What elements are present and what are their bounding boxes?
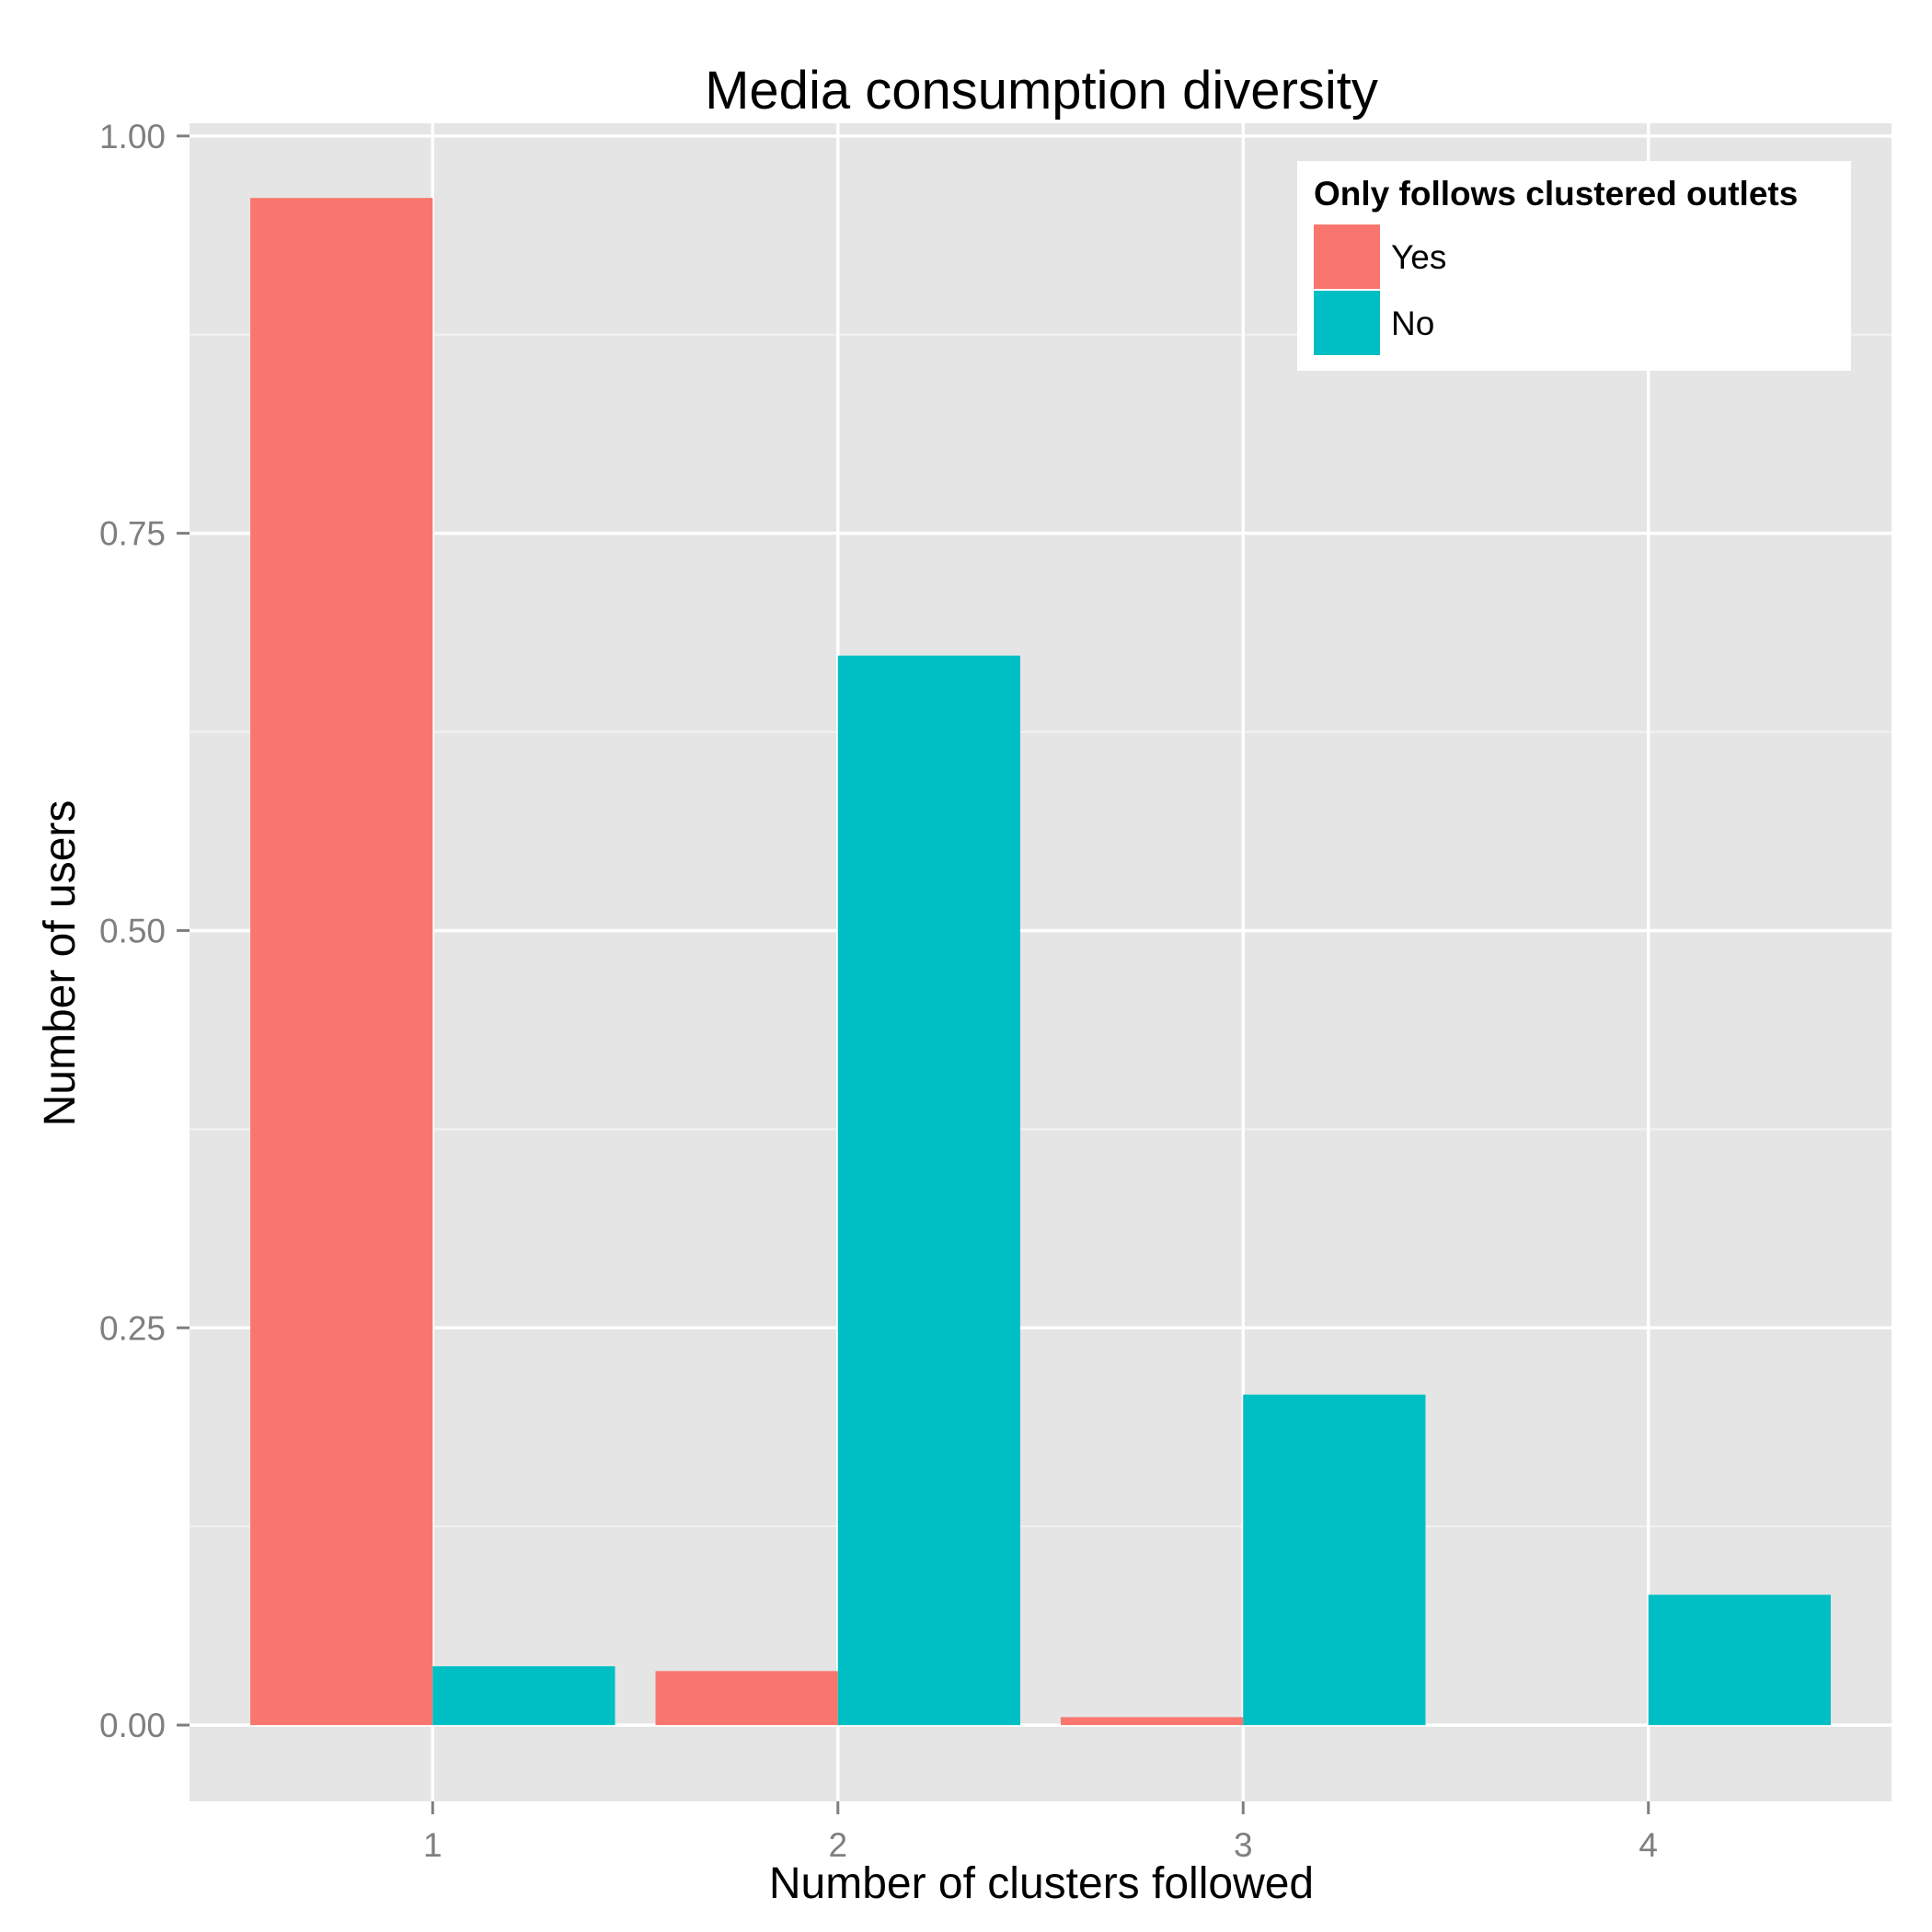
y-axis-title: Number of users [36, 800, 85, 1127]
legend: Only follows clustered outlets Yes No [1297, 161, 1851, 371]
legend-swatch-yes [1314, 224, 1380, 289]
bar-no-4 [1648, 1594, 1831, 1726]
y-tick-label: 0.00 [99, 1707, 166, 1744]
legend-swatch-no [1314, 291, 1380, 355]
legend-title: Only follows clustered outlets [1314, 175, 1798, 213]
y-tick-label: 0.75 [99, 515, 166, 553]
plot-panel [190, 123, 1892, 1801]
y-tick-label: 0.50 [99, 912, 166, 949]
y-axis: 0.00 0.25 0.50 0.75 1.00 [99, 118, 190, 1744]
x-tick-label: 1 [423, 1826, 443, 1864]
chart-title: Media consumption diversity [705, 61, 1378, 121]
bar-yes-2 [655, 1671, 838, 1726]
legend-items: Yes No [1314, 224, 1446, 355]
legend-label-no: No [1391, 305, 1434, 342]
y-tick-label: 0.25 [99, 1309, 166, 1347]
bar-yes-3 [1061, 1717, 1244, 1726]
x-tick-label: 2 [828, 1826, 847, 1864]
bar-no-2 [837, 655, 1020, 1726]
panel-background [190, 123, 1892, 1801]
bar-no-3 [1243, 1394, 1426, 1726]
x-tick-label: 4 [1639, 1826, 1658, 1864]
y-tick-label: 1.00 [99, 118, 166, 155]
legend-label-yes: Yes [1391, 238, 1446, 276]
x-axis-title: Number of clusters followed [769, 1859, 1314, 1908]
bars [250, 198, 1831, 1726]
x-axis: 1 2 3 4 [423, 1801, 1658, 1864]
bar-yes-1 [250, 198, 433, 1726]
bar-no-1 [432, 1666, 615, 1726]
legend-box [1297, 161, 1851, 371]
x-tick-label: 3 [1234, 1826, 1253, 1864]
